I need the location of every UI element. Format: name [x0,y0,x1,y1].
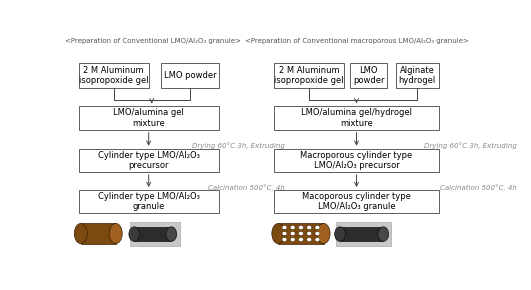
Ellipse shape [298,238,303,242]
FancyBboxPatch shape [161,63,219,88]
Text: Calcination 500°C, 4h: Calcination 500°C, 4h [208,184,285,191]
FancyBboxPatch shape [274,190,439,213]
Text: LMO/alumina gel
mixture: LMO/alumina gel mixture [113,108,184,128]
Text: 2 M Aluminum
isopropoxide gel: 2 M Aluminum isopropoxide gel [275,66,344,85]
Ellipse shape [335,227,345,241]
Ellipse shape [290,231,295,235]
Text: Macoporous cylinder type
LMO/Al₂O₃ granule: Macoporous cylinder type LMO/Al₂O₃ granu… [302,192,411,211]
Ellipse shape [317,224,330,244]
Text: Drying 60°C 3h, Extruding: Drying 60°C 3h, Extruding [192,142,285,149]
Ellipse shape [166,227,177,241]
FancyBboxPatch shape [396,63,439,88]
FancyBboxPatch shape [79,149,219,172]
Text: Drying 60°C 3h, Extruding: Drying 60°C 3h, Extruding [424,142,517,149]
Ellipse shape [282,226,287,229]
Ellipse shape [307,226,312,229]
Ellipse shape [74,224,87,244]
Text: Macroporous cylinder type
LMO/Al₂O₃ precursor: Macroporous cylinder type LMO/Al₂O₃ prec… [301,151,413,170]
Bar [134,227,172,241]
Bar [340,227,383,241]
Text: LMO/alumina gel/hydrogel
mixture: LMO/alumina gel/hydrogel mixture [301,108,412,128]
Text: 2 M Aluminum
isopropoxide gel: 2 M Aluminum isopropoxide gel [79,66,149,85]
FancyBboxPatch shape [274,106,439,130]
Text: LMO powder: LMO powder [164,71,216,80]
Ellipse shape [109,224,122,244]
Ellipse shape [129,227,140,241]
FancyBboxPatch shape [79,63,149,88]
Text: Cylinder type LMO/Al₂O₃
precursor: Cylinder type LMO/Al₂O₃ precursor [98,151,200,170]
FancyBboxPatch shape [350,63,387,88]
Ellipse shape [272,224,285,244]
Bar [336,222,391,246]
Text: <Preparation of Conventional macroporous LMO/Al₂O₃ granule>: <Preparation of Conventional macroporous… [245,38,468,44]
Ellipse shape [307,238,312,242]
Text: Calcination 500°C, 4h: Calcination 500°C, 4h [440,184,517,191]
Text: Alginate
hydrogel: Alginate hydrogel [399,66,436,85]
Ellipse shape [282,231,287,235]
Bar [81,224,116,244]
Ellipse shape [290,226,295,229]
Text: LMO
powder: LMO powder [353,66,384,85]
Ellipse shape [298,226,303,229]
Text: Cylinder type LMO/Al₂O₃
granule: Cylinder type LMO/Al₂O₃ granule [98,192,200,211]
Bar [278,224,323,244]
Ellipse shape [282,238,287,242]
FancyBboxPatch shape [79,190,219,213]
Ellipse shape [315,226,320,229]
FancyBboxPatch shape [274,149,439,172]
Bar [130,222,179,246]
FancyBboxPatch shape [79,106,219,130]
Ellipse shape [307,231,312,235]
Ellipse shape [315,238,320,242]
Ellipse shape [290,238,295,242]
Ellipse shape [378,227,389,241]
FancyBboxPatch shape [274,63,344,88]
Ellipse shape [315,231,320,235]
Text: <Preparation of Conventional LMO/Al₂O₃ granule>: <Preparation of Conventional LMO/Al₂O₃ g… [65,38,241,44]
Ellipse shape [298,231,303,235]
